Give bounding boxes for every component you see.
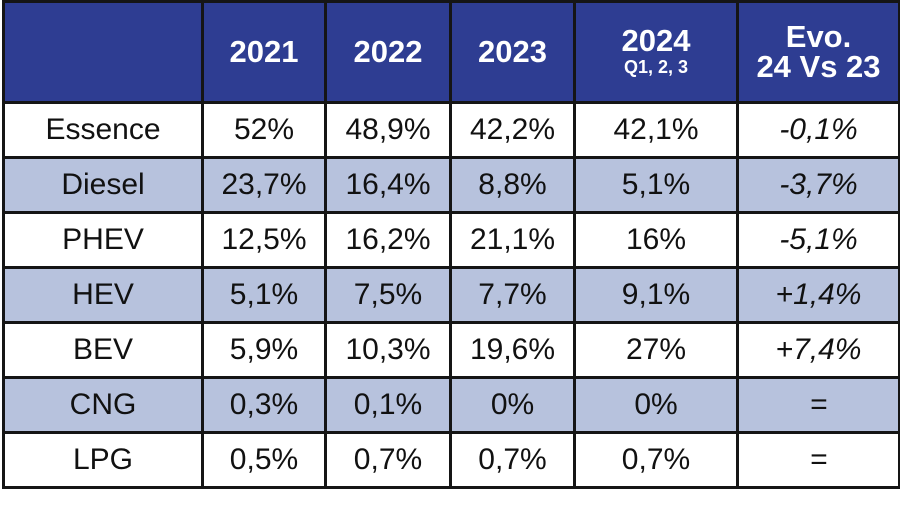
header-2024-label: 2024 xyxy=(621,23,691,58)
table-cell: 7,5% xyxy=(324,266,452,324)
table-cell: 27% xyxy=(573,321,739,379)
table-cell: 0,7% xyxy=(573,431,739,489)
row-label: Diesel xyxy=(2,156,204,214)
table-cell: 0% xyxy=(449,376,576,434)
header-evo-label: Evo. xyxy=(785,19,852,54)
header-2022-label: 2022 xyxy=(353,34,423,69)
table-cell: 21,1% xyxy=(449,211,576,269)
table-row-essence: Essence 52% 48,9% 42,2% 42,1% -0,1% xyxy=(2,101,900,159)
table-cell: 0% xyxy=(573,376,739,434)
table-cell: 16% xyxy=(573,211,739,269)
evo-cell: = xyxy=(736,431,900,489)
evo-cell: +1,4% xyxy=(736,266,900,324)
header-2024-sub: Q1, 2, 3 xyxy=(623,57,689,77)
table-row-lpg: LPG 0,5% 0,7% 0,7% 0,7% = xyxy=(2,431,900,489)
table-cell: 5,9% xyxy=(201,321,327,379)
table-cell: 0,1% xyxy=(324,376,452,434)
table-cell: 42,1% xyxy=(573,101,739,159)
header-evo: Evo. 24 Vs 23 xyxy=(736,0,900,104)
header-2021: 2021 xyxy=(201,0,327,104)
evo-cell: -5,1% xyxy=(736,211,900,269)
table-cell: 0,7% xyxy=(449,431,576,489)
row-label: CNG xyxy=(2,376,204,434)
table-cell: 12,5% xyxy=(201,211,327,269)
table-row-diesel: Diesel 23,7% 16,4% 8,8% 5,1% -3,7% xyxy=(2,156,900,214)
row-label: BEV xyxy=(2,321,204,379)
table-row-hev: HEV 5,1% 7,5% 7,7% 9,1% +1,4% xyxy=(2,266,900,324)
evo-cell: = xyxy=(736,376,900,434)
row-label: Essence xyxy=(2,101,204,159)
table-cell: 10,3% xyxy=(324,321,452,379)
evo-cell: +7,4% xyxy=(736,321,900,379)
row-label: LPG xyxy=(2,431,204,489)
table-cell: 19,6% xyxy=(449,321,576,379)
table-row-phev: PHEV 12,5% 16,2% 21,1% 16% -5,1% xyxy=(2,211,900,269)
table-cell: 5,1% xyxy=(201,266,327,324)
table-cell: 16,4% xyxy=(324,156,452,214)
table-row-bev: BEV 5,9% 10,3% 19,6% 27% +7,4% xyxy=(2,321,900,379)
header-corner xyxy=(2,0,204,104)
header-evo-sub: 24 Vs 23 xyxy=(756,49,881,84)
table-cell: 0,5% xyxy=(201,431,327,489)
evo-cell: -3,7% xyxy=(736,156,900,214)
table-cell: 23,7% xyxy=(201,156,327,214)
header-2024: 2024 Q1, 2, 3 xyxy=(573,0,739,104)
header-2023-label: 2023 xyxy=(478,34,547,69)
table-cell: 0,3% xyxy=(201,376,327,434)
table-row-cng: CNG 0,3% 0,1% 0% 0% = xyxy=(2,376,900,434)
fuel-mix-table: 2021 2022 2023 2024 Q1, 2, 3 Evo. 24 Vs … xyxy=(2,0,900,489)
table-cell: 16,2% xyxy=(324,211,452,269)
evo-cell: -0,1% xyxy=(736,101,900,159)
table-cell: 9,1% xyxy=(573,266,739,324)
table-cell: 42,2% xyxy=(449,101,576,159)
table-cell: 5,1% xyxy=(573,156,739,214)
table-cell: 52% xyxy=(201,101,327,159)
table-cell: 0,7% xyxy=(324,431,452,489)
table-cell: 48,9% xyxy=(324,101,452,159)
row-label: HEV xyxy=(2,266,204,324)
header-row: 2021 2022 2023 2024 Q1, 2, 3 Evo. 24 Vs … xyxy=(2,0,900,104)
header-2023: 2023 xyxy=(449,0,576,104)
header-2022: 2022 xyxy=(324,0,452,104)
header-2021-label: 2021 xyxy=(229,34,299,69)
table-cell: 7,7% xyxy=(449,266,576,324)
row-label: PHEV xyxy=(2,211,204,269)
table-cell: 8,8% xyxy=(449,156,576,214)
